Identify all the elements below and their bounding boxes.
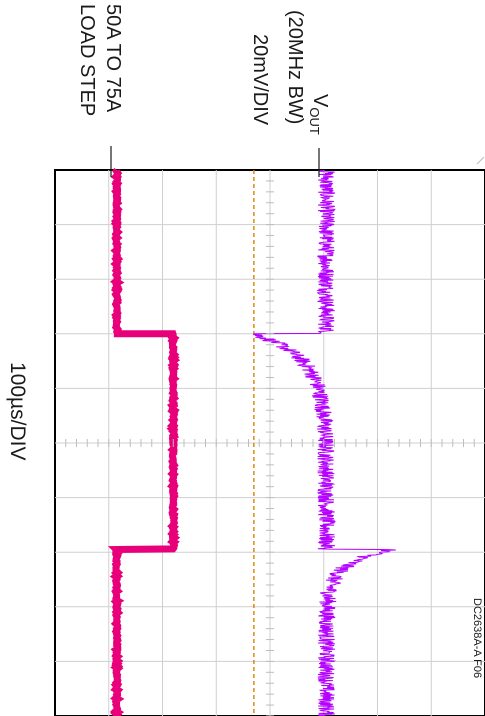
vout-scale-label: 20mV/DIV [249, 34, 271, 126]
load-step-label-top: 50A TO 75A [102, 4, 124, 113]
vout-label-main: V [309, 94, 331, 108]
timebase-text: 100µs/DIV [6, 362, 29, 461]
figure-code-text: DC2638A-A F06 [471, 598, 483, 679]
vout-label: VOUT [307, 94, 331, 135]
load-step-label-bottom-text: LOAD STEP [76, 4, 98, 117]
figure-code: DC2638A-A F06 [471, 598, 483, 679]
load-step-label-top-text: 50A TO 75A [102, 4, 124, 113]
vout-scale-text: 20mV/DIV [249, 34, 271, 126]
corner-mark [476, 156, 485, 165]
vout-label-sub: OUT [307, 107, 322, 135]
vout-trace [253, 169, 396, 716]
center-ticks [65, 180, 475, 716]
load-step-label-bottom: LOAD STEP [76, 4, 98, 117]
vout-bandwidth-text: (20MHz BW) [284, 10, 306, 125]
timebase-label: 100µs/DIV [6, 362, 29, 461]
vout-bandwidth-label: (20MHz BW) [284, 10, 306, 125]
